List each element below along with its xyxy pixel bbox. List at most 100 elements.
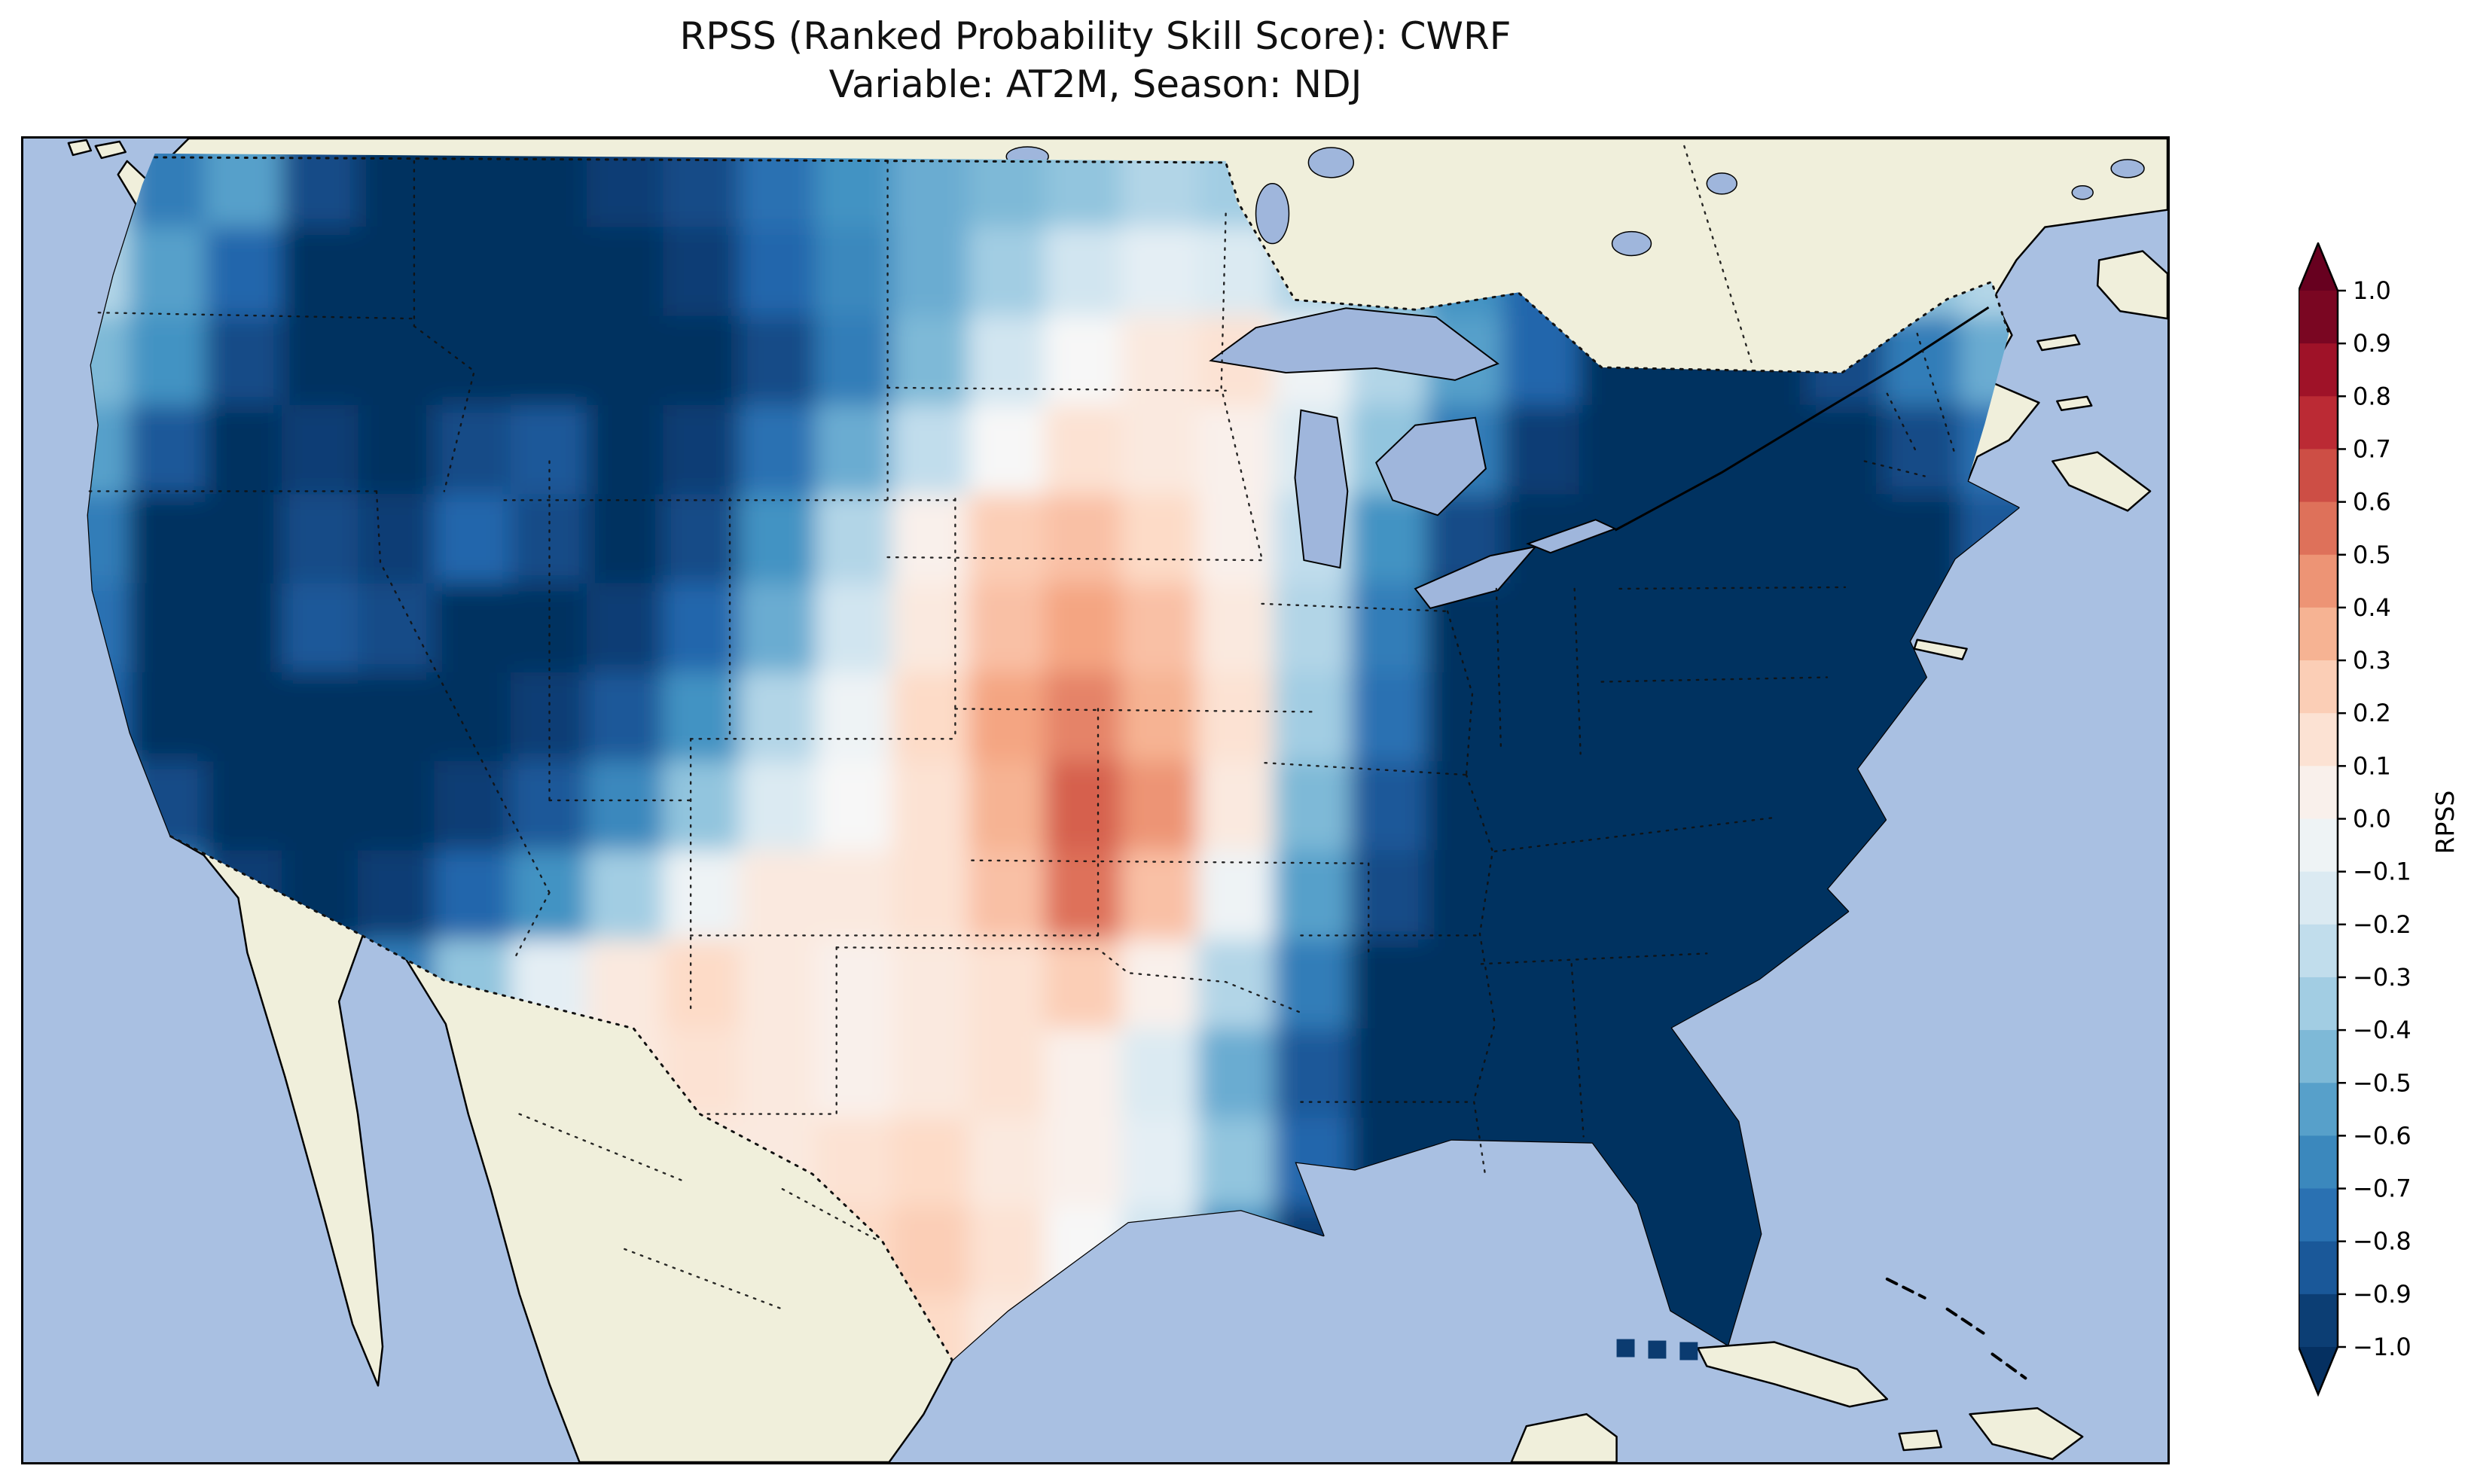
heat-cell	[587, 583, 665, 674]
heat-cell	[1350, 850, 1428, 941]
heat-cell	[892, 404, 970, 496]
heat-cell	[1121, 583, 1199, 674]
colorbar-tick-label: 0.1	[2353, 751, 2391, 780]
colorbar-tick-label: 1.0	[2353, 276, 2391, 305]
heat-cell	[205, 227, 283, 318]
heat-cell	[1197, 583, 1276, 674]
heat-cell	[358, 315, 436, 407]
heat-cell	[892, 1028, 970, 1120]
heat-cell	[1121, 1117, 1199, 1208]
heat-cell	[968, 761, 1047, 852]
heat-cell	[816, 153, 894, 229]
heat-cell	[1197, 1117, 1276, 1208]
heat-cell	[281, 153, 360, 229]
heat-cell	[587, 672, 665, 763]
heat-cell	[1045, 672, 1123, 763]
heat-cell	[1655, 850, 1734, 941]
heat-cell	[1045, 939, 1123, 1031]
heat-cell	[587, 153, 665, 229]
heat-cell	[816, 315, 894, 407]
colorbar-band	[2299, 343, 2338, 397]
heat-cell	[1579, 850, 1657, 941]
heat-cell	[510, 153, 589, 229]
heat-cell	[1426, 672, 1505, 763]
heat-cell	[663, 153, 741, 229]
heat-cell	[434, 227, 512, 318]
heat-cell	[358, 404, 436, 496]
colorbar-bands	[2299, 291, 2338, 1348]
colorbar-band	[2299, 713, 2338, 766]
heat-cell	[663, 672, 741, 763]
colorbar-tick-label: −0.8	[2353, 1227, 2411, 1256]
country-borders	[154, 156, 2010, 1361]
lake-superior	[1209, 307, 1499, 381]
heat-cell	[281, 583, 360, 674]
heat-cell	[1197, 761, 1276, 852]
heat-cell	[1274, 583, 1352, 674]
st-lawrence-river	[1614, 306, 1990, 532]
heat-cell	[968, 404, 1047, 496]
heat-cell	[1579, 583, 1657, 674]
heat-cell	[1350, 494, 1428, 585]
heat-cell	[358, 583, 436, 674]
heat-cell	[1350, 583, 1428, 674]
heat-cell	[358, 153, 436, 229]
heat-cell	[434, 672, 512, 763]
heat-cell	[663, 404, 741, 496]
heat-cell	[739, 1028, 818, 1120]
heat-cell	[892, 1117, 970, 1208]
lake-erie	[1414, 545, 1538, 610]
heat-cell	[663, 939, 741, 1031]
heat-cell	[129, 315, 207, 407]
heat-cell	[739, 939, 818, 1031]
colorbar-band	[2299, 501, 2338, 556]
heat-cell	[1807, 404, 1886, 496]
bahamas-chain	[1885, 1277, 2027, 1380]
colorbar-extend-min	[2299, 1347, 2338, 1394]
heat-cell	[1502, 404, 1581, 496]
heat-cell	[816, 404, 894, 496]
heat-cell	[1197, 672, 1276, 763]
colorbar-band	[2299, 924, 2338, 978]
heat-cell	[1579, 1028, 1657, 1120]
heat-cell	[1045, 761, 1123, 852]
heat-cell	[1731, 850, 1810, 941]
heat-cell	[1731, 583, 1810, 674]
heat-cell	[739, 583, 818, 674]
heat-cell	[1655, 672, 1734, 763]
colorbar-tick-label: −0.2	[2353, 910, 2411, 939]
heat-cell	[816, 672, 894, 763]
heat-cell	[1045, 1117, 1123, 1208]
heat-cell	[510, 315, 589, 407]
anticosti-island	[2036, 334, 2081, 352]
heat-cell	[587, 850, 665, 941]
heat-cell	[892, 583, 970, 674]
heat-cell	[1655, 1117, 1734, 1208]
heat-cell	[1655, 1206, 1734, 1298]
colorbar-band	[2299, 291, 2338, 344]
colorbar-band	[2299, 660, 2338, 714]
heat-cell	[510, 404, 589, 496]
heat-cell	[816, 583, 894, 674]
colorbar-tick-label: −0.4	[2353, 1016, 2411, 1044]
heat-cell	[1121, 761, 1199, 852]
heat-cell	[1426, 1028, 1505, 1120]
colorbar-band	[2299, 977, 2338, 1031]
heat-cell	[968, 672, 1047, 763]
heat-cell	[968, 1117, 1047, 1208]
heat-cell	[1121, 850, 1199, 941]
heat-cell	[1426, 850, 1505, 941]
heat-cell	[205, 404, 283, 496]
heat-cell	[1121, 939, 1199, 1031]
heat-cell	[739, 404, 818, 496]
colorbar-band	[2299, 818, 2338, 873]
heat-cell	[1121, 227, 1199, 318]
hispaniola	[1969, 1406, 2084, 1461]
heat-cell	[1884, 404, 1962, 496]
heat-cell	[1045, 583, 1123, 674]
colorbar-tick-label: −0.9	[2353, 1280, 2411, 1309]
heat-cell	[968, 153, 1047, 229]
heat-cell	[281, 494, 360, 585]
heat-cell	[1274, 850, 1352, 941]
